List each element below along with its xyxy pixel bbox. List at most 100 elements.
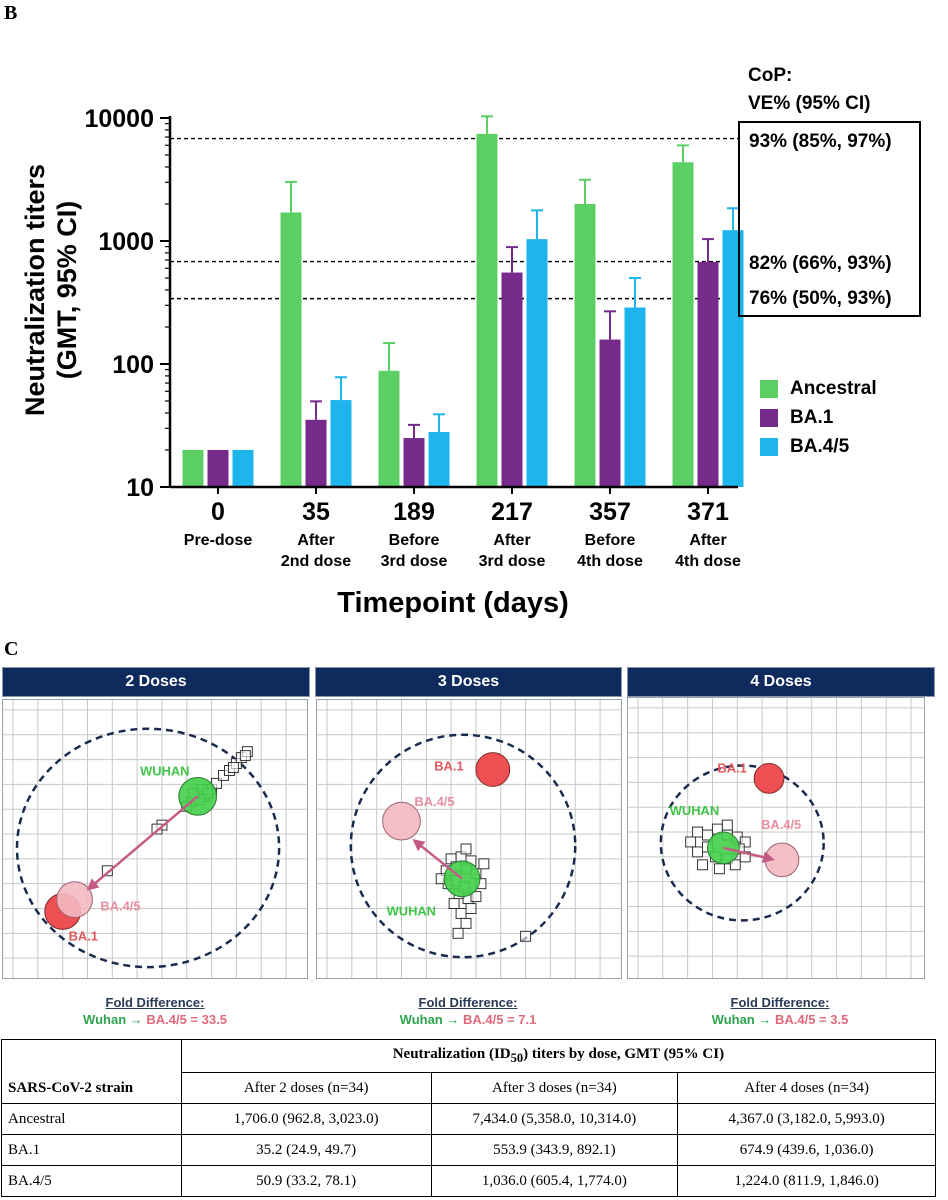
bar-ancestral-5 [672, 162, 694, 488]
ba45-label: BA.4/5 [100, 898, 140, 913]
y-tick-label: 1000 [98, 228, 154, 256]
serum-marker [460, 917, 472, 929]
table-cell: 4,367.0 (3,182.0, 5,993.0) [677, 1103, 936, 1135]
fold-value: Wuhan → BA.4/5 = 3.5 [655, 1011, 905, 1028]
table-row: BA.1 35.2 (24.9, 49.7) 553.9 (343.9, 892… [1, 1134, 936, 1166]
bar-ancestral-1 [280, 212, 302, 487]
ba45-label: BA.4/5 [414, 794, 454, 809]
serum-marker [692, 846, 704, 858]
x-tick-desc: Pre-dose [184, 532, 253, 549]
fold-value: Wuhan → BA.4/5 = 7.1 [343, 1011, 593, 1028]
fold-text-a: Wuhan → [83, 1012, 147, 1027]
cop-title: CoP: VE% (95% CI) [748, 62, 870, 118]
bar-ba45-0 [232, 449, 254, 487]
serum-marker [685, 836, 697, 848]
serum-marker [455, 908, 467, 919]
panel-c-label: C [4, 638, 19, 660]
map-header-2-doses: 2 Doses [2, 667, 310, 697]
table-cell: 674.9 (439.6, 1,036.0) [677, 1134, 936, 1166]
fold-arrow [723, 846, 768, 860]
bar-ba45-4 [624, 307, 646, 487]
serum-marker [452, 927, 464, 939]
fold-difference-3-doses: Fold Difference: Wuhan → BA.4/5 = 7.1 [343, 994, 593, 1028]
bar-ba45-2 [428, 431, 450, 487]
y-tick-label: 10000 [84, 105, 154, 133]
legend-item-ba1: BA.1 [760, 403, 877, 432]
serum-marker [692, 826, 704, 838]
fold-text-b: BA.4/5 = 33.5 [146, 1012, 227, 1027]
fold-title: Fold Difference: [730, 995, 830, 1010]
table-row: Ancestral 1,706.0 (962.8, 3,023.0) 7,434… [1, 1103, 936, 1135]
gmt-table: SARS-CoV-2 strain Neutralization (ID50) … [1, 1039, 937, 1197]
legend-item-ancestral: Ancestral [760, 374, 877, 403]
legend-swatch-ba1 [760, 408, 778, 427]
x-axis-title: Timepoint (days) [337, 587, 569, 619]
table-cell: 553.9 (343.9, 892.1) [430, 1134, 679, 1166]
legend-swatch-ancestral [760, 379, 778, 398]
table-cell: 1,706.0 (962.8, 3,023.0) [180, 1103, 432, 1135]
serum-marker [713, 863, 725, 875]
ba1-antigen [753, 763, 785, 794]
bar-ba45-3 [526, 239, 548, 487]
ba1-label: BA.1 [434, 758, 463, 773]
x-tick-label: 217 [491, 498, 533, 526]
legend-item-ba45: BA.4/5 [760, 432, 877, 461]
super-header-sub: 50 [510, 1051, 524, 1065]
ba45-label: BA.4/5 [761, 817, 801, 832]
wuhan-label: WUHAN [140, 763, 189, 778]
table-cell: 7,434.0 (5,358.0, 10,314.0) [430, 1103, 679, 1135]
fold-arrow-head [86, 878, 100, 891]
bar-ancestral-4 [574, 203, 596, 487]
serum-marker [101, 865, 113, 877]
map-header-3-doses: 3 Doses [315, 667, 622, 697]
x-tick-label: 35 [302, 498, 330, 526]
fold-title: Fold Difference: [105, 995, 205, 1010]
fold-arrow [417, 842, 463, 880]
serum-marker [470, 891, 482, 903]
y-axis-title: Neutralization titers [20, 164, 50, 416]
strain-cell: BA.1 [1, 1134, 182, 1166]
ba45-antigen [56, 881, 93, 918]
bar-ba1-3 [501, 272, 523, 487]
serum-marker [227, 762, 239, 773]
x-tick-desc: 3rd dose [479, 553, 546, 570]
antigenic-map-4-doses: WUHAN BA.4/5 BA.1 [627, 697, 925, 979]
antigenic-boundary [349, 733, 577, 959]
fold-value: Wuhan → BA.4/5 = 33.5 [30, 1011, 280, 1028]
bar-ancestral-2 [378, 370, 400, 487]
serum-marker [729, 859, 741, 871]
super-header-rest: ) titers by dose, GMT (95% CI) [523, 1046, 725, 1062]
bar-ba1-1 [305, 419, 327, 487]
x-tick-desc: After [297, 532, 334, 549]
table-cell: 35.2 (24.9, 49.7) [180, 1134, 432, 1166]
table-row: BA.4/5 50.9 (33.2, 78.1) 1,036.0 (605.4,… [1, 1165, 936, 1197]
table-header-row-1: SARS-CoV-2 strain Neutralization (ID50) … [1, 1039, 937, 1104]
x-tick-label: 189 [393, 498, 435, 526]
legend-label-ba1: BA.1 [790, 406, 834, 428]
wuhan-label: WUHAN [387, 903, 436, 918]
wuhan-label: WUHAN [670, 803, 719, 818]
ba1-antigen [475, 752, 511, 787]
serum-marker [239, 750, 251, 762]
cop-title-line2: VE% (95% CI) [748, 93, 871, 114]
strain-cell: BA.4/5 [1, 1165, 182, 1197]
serum-marker [520, 930, 532, 942]
column-header: After 3 doses (n=34) [430, 1072, 679, 1104]
serum-marker [478, 858, 490, 870]
legend-label-ancestral: Ancestral [790, 377, 877, 399]
table-cell: 1,224.0 (811.9, 1,846.0) [677, 1165, 936, 1197]
map-header-4-doses: 4 Doses [627, 667, 935, 697]
strain-cell: Ancestral [1, 1103, 182, 1135]
super-header-text: Neutralization (ID [392, 1046, 511, 1062]
cop-value-3: 76% (50%, 93%) [749, 288, 892, 309]
x-tick-desc: Before [585, 532, 636, 549]
bar-ba1-2 [403, 438, 425, 487]
bar-ba1-4 [599, 339, 621, 487]
bar-ba1-5 [697, 262, 719, 487]
column-header: After 2 doses (n=34) [180, 1072, 432, 1104]
cop-value-2: 82% (66%, 93%) [749, 253, 892, 274]
panel-b-label: B [4, 2, 18, 24]
ba1-label: BA.1 [717, 760, 746, 775]
table-cell: 50.9 (33.2, 78.1) [180, 1165, 432, 1197]
bar-ancestral-0 [182, 449, 204, 487]
